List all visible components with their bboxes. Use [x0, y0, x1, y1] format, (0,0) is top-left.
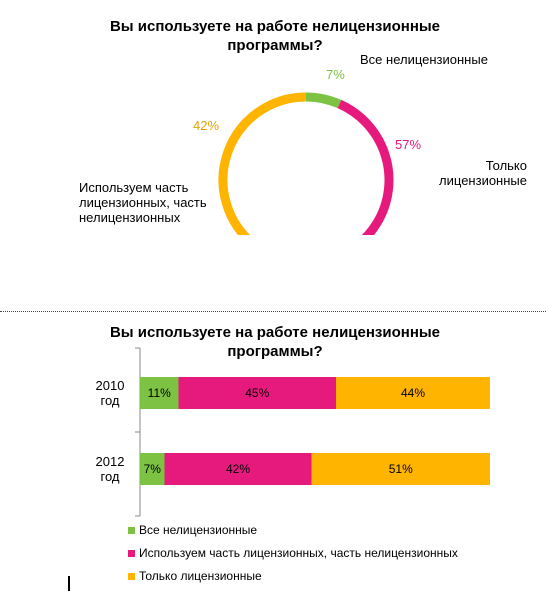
pie-chart	[0, 92, 546, 310]
legend-item-licensed-only: Только лицензионные	[128, 569, 262, 583]
pie-value-label-licensed-only: 57%	[395, 137, 422, 152]
bar-title: Вы используете на работе нелицензионные …	[109, 324, 441, 360]
pie-value-label-mixed: 42%	[193, 118, 220, 133]
legend-label-licensed-only: Только лицензионные	[139, 569, 262, 583]
text-cursor	[68, 576, 70, 591]
bar-2010-licensed-only	[336, 377, 490, 409]
legend-item-all-unlicensed: Все нелицензионные	[128, 523, 257, 537]
legend-swatch-pink	[128, 549, 135, 557]
pie-slice-all-unlicensed	[305, 92, 342, 109]
bar-chart: 11% 45% 44% 7% 42% 51%	[135, 347, 490, 517]
pie-slice-mixed	[218, 92, 307, 250]
data-label-2012-licensed-only: 51%	[389, 462, 413, 476]
bar-2012-all-unlicensed	[140, 453, 165, 485]
data-label-2012-mixed: 42%	[226, 462, 250, 476]
pie-category-label-licensed-only: Только лицензионные	[439, 158, 527, 188]
pie-category-label-all-unlicensed: Все нелицензионные	[360, 52, 488, 67]
legend-label-mixed: Используем часть лицензионных, часть нел…	[139, 546, 458, 560]
data-label-2010-all-unlicensed: 11%	[148, 386, 171, 400]
legend-item-mixed: Используем часть лицензионных, часть нел…	[128, 546, 458, 560]
pie-title: Вы используете на работе нелицензионные …	[109, 18, 441, 54]
bar-2012-mixed	[164, 453, 312, 485]
bar-2010-all-unlicensed	[140, 377, 179, 409]
category-label-2012-suffix: год	[100, 469, 120, 484]
legend-label-all-unlicensed: Все нелицензионные	[139, 523, 258, 537]
category-label-2012-year: 2012	[95, 454, 125, 469]
bar-2010-mixed	[178, 377, 336, 409]
bar-2012-licensed-only	[311, 453, 490, 485]
pie-category-label-mixed: Используем часть лицензионных, часть нел…	[79, 180, 207, 225]
category-label-2010-year: 2010	[95, 378, 125, 393]
legend-swatch-green	[128, 526, 135, 534]
section-divider	[0, 311, 546, 312]
data-label-2010-mixed: 45%	[245, 386, 269, 400]
category-label-2010-suffix: год	[100, 393, 120, 408]
data-label-2010-licensed-only: 44%	[401, 386, 425, 400]
legend-swatch-orange	[128, 572, 135, 580]
category-label-2010: 2010 год	[90, 378, 130, 408]
pie-crop-mask	[0, 235, 546, 310]
pie-value-label-all-unlicensed: 7%	[326, 67, 345, 82]
category-label-2012: 2012 год	[90, 454, 130, 484]
data-label-2012-all-unlicensed: 7%	[144, 462, 162, 476]
